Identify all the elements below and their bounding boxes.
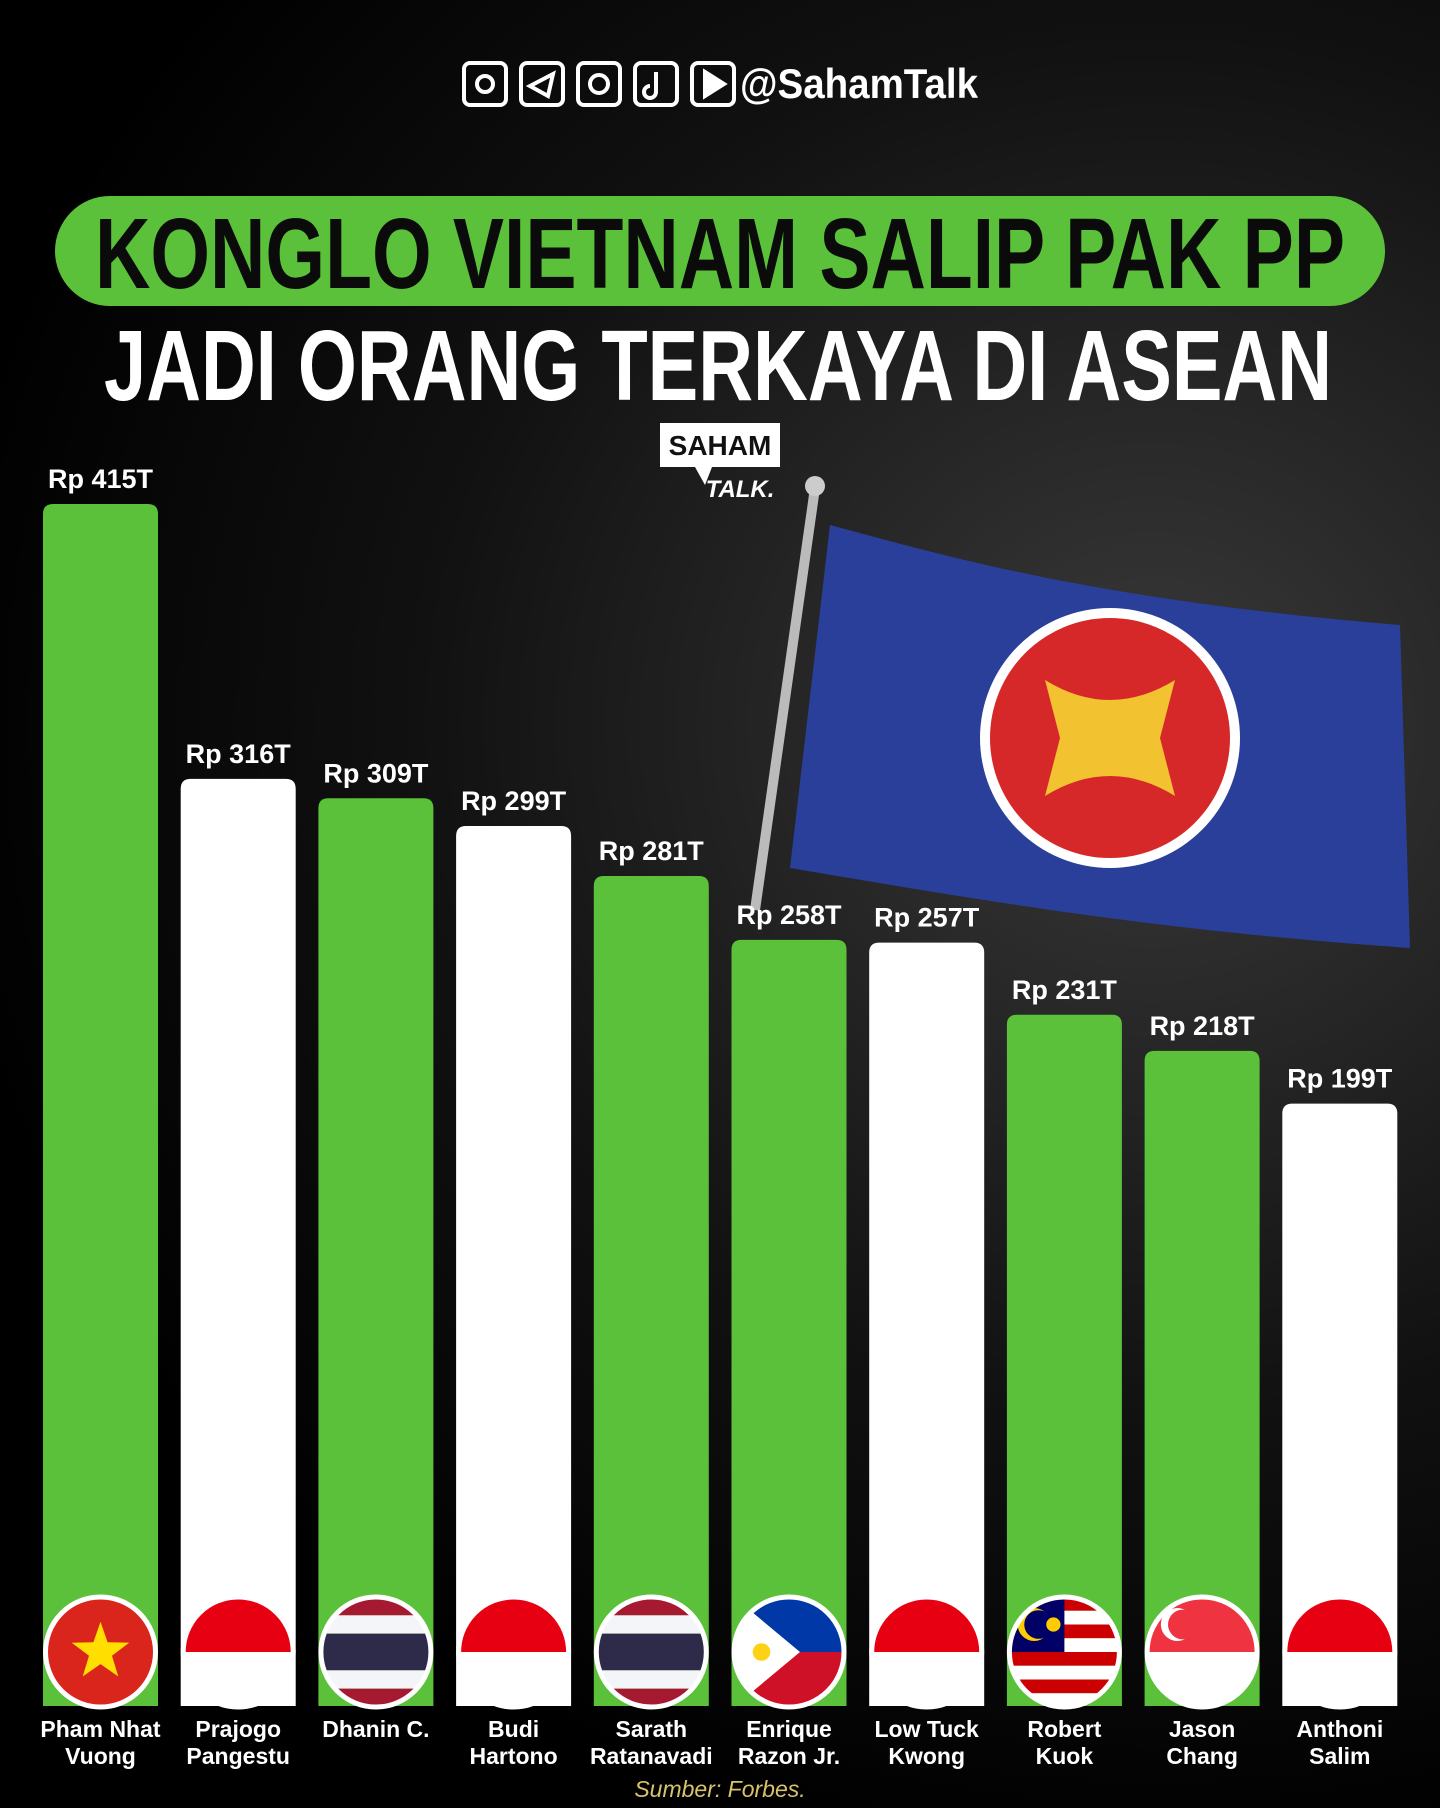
flag-ring — [1006, 1594, 1122, 1710]
bar — [1006, 1014, 1122, 1706]
value-label: Rp 231T — [1012, 975, 1118, 1005]
bar — [593, 875, 709, 1706]
category-label: Budi Hartono — [469, 1716, 558, 1769]
flag — [45, 1597, 156, 1707]
category-label: Robert Kuok — [1027, 1716, 1102, 1769]
category-label: Sarath Ratanavadi — [589, 1716, 713, 1769]
flag — [1024, 1610, 1053, 1639]
social-icons — [462, 61, 736, 107]
value-label: Rp 258T — [736, 900, 842, 930]
chart-title: KONGLO VIETNAM SALIP PAK PP — [95, 198, 1345, 310]
bar — [1282, 1103, 1398, 1706]
bar — [180, 778, 296, 1706]
flag — [320, 1670, 431, 1689]
category-label: Dhanin C. — [322, 1716, 430, 1742]
bar — [318, 798, 434, 1706]
value-label: Rp 281T — [599, 836, 705, 866]
category-label: Anthoni Salim — [1296, 1716, 1384, 1769]
flag — [1009, 1679, 1120, 1694]
value-label: Rp 316T — [186, 739, 292, 769]
logo-text: SAHAM — [669, 430, 772, 461]
flag-ring — [1144, 1594, 1260, 1710]
flag-star — [71, 1621, 130, 1677]
category-label: Low Tuck Kwong — [874, 1716, 979, 1769]
asean-flag — [750, 476, 1410, 948]
flag — [1009, 1652, 1120, 1666]
flag-ring — [593, 1594, 709, 1710]
flag — [1046, 1617, 1061, 1632]
value-label: Rp 309T — [323, 758, 429, 788]
source: Sumber: Forbes. — [634, 1776, 806, 1802]
flag — [734, 1597, 844, 1707]
bar — [869, 942, 985, 1706]
flag — [320, 1633, 431, 1671]
category-label: Pham Nhat Vuong — [40, 1716, 161, 1769]
flag-sun — [752, 1643, 771, 1661]
flag — [596, 1670, 707, 1689]
flag-ring — [1282, 1594, 1398, 1710]
flag — [596, 1633, 707, 1671]
category-label: Enrique Razon Jr. — [737, 1716, 841, 1769]
bar — [43, 504, 158, 1706]
value-label: Rp 199T — [1287, 1064, 1393, 1094]
value-label: Rp 415T — [48, 464, 154, 494]
chart-subtitle: JADI ORANG TERKAYA DI ASEAN — [104, 310, 1332, 422]
flag — [596, 1597, 707, 1707]
logo-text: TALK. — [706, 476, 775, 503]
category-label: Prajogo Pangestu — [186, 1716, 290, 1769]
flag — [596, 1615, 707, 1634]
flag-ring — [180, 1594, 296, 1710]
flag — [1168, 1609, 1198, 1640]
flag-ring — [456, 1594, 572, 1710]
title-pill — [55, 196, 1385, 306]
flag — [1009, 1665, 1120, 1680]
handle: @SahamTalk — [740, 60, 979, 107]
bar — [731, 939, 847, 1706]
value-label: Rp 218T — [1150, 1011, 1256, 1041]
flag-ring — [731, 1594, 847, 1710]
value-label: Rp 257T — [874, 903, 980, 933]
flag-ring — [318, 1594, 434, 1710]
value-label: Rp 299T — [461, 786, 567, 816]
bar — [1144, 1050, 1260, 1706]
logo-box — [660, 423, 780, 467]
flag-ring — [869, 1594, 985, 1710]
flag-ring — [43, 1594, 158, 1710]
bar — [456, 826, 572, 1706]
category-label: Jason Chang — [1166, 1716, 1238, 1769]
flag — [320, 1615, 431, 1634]
logo-tail — [695, 467, 712, 485]
